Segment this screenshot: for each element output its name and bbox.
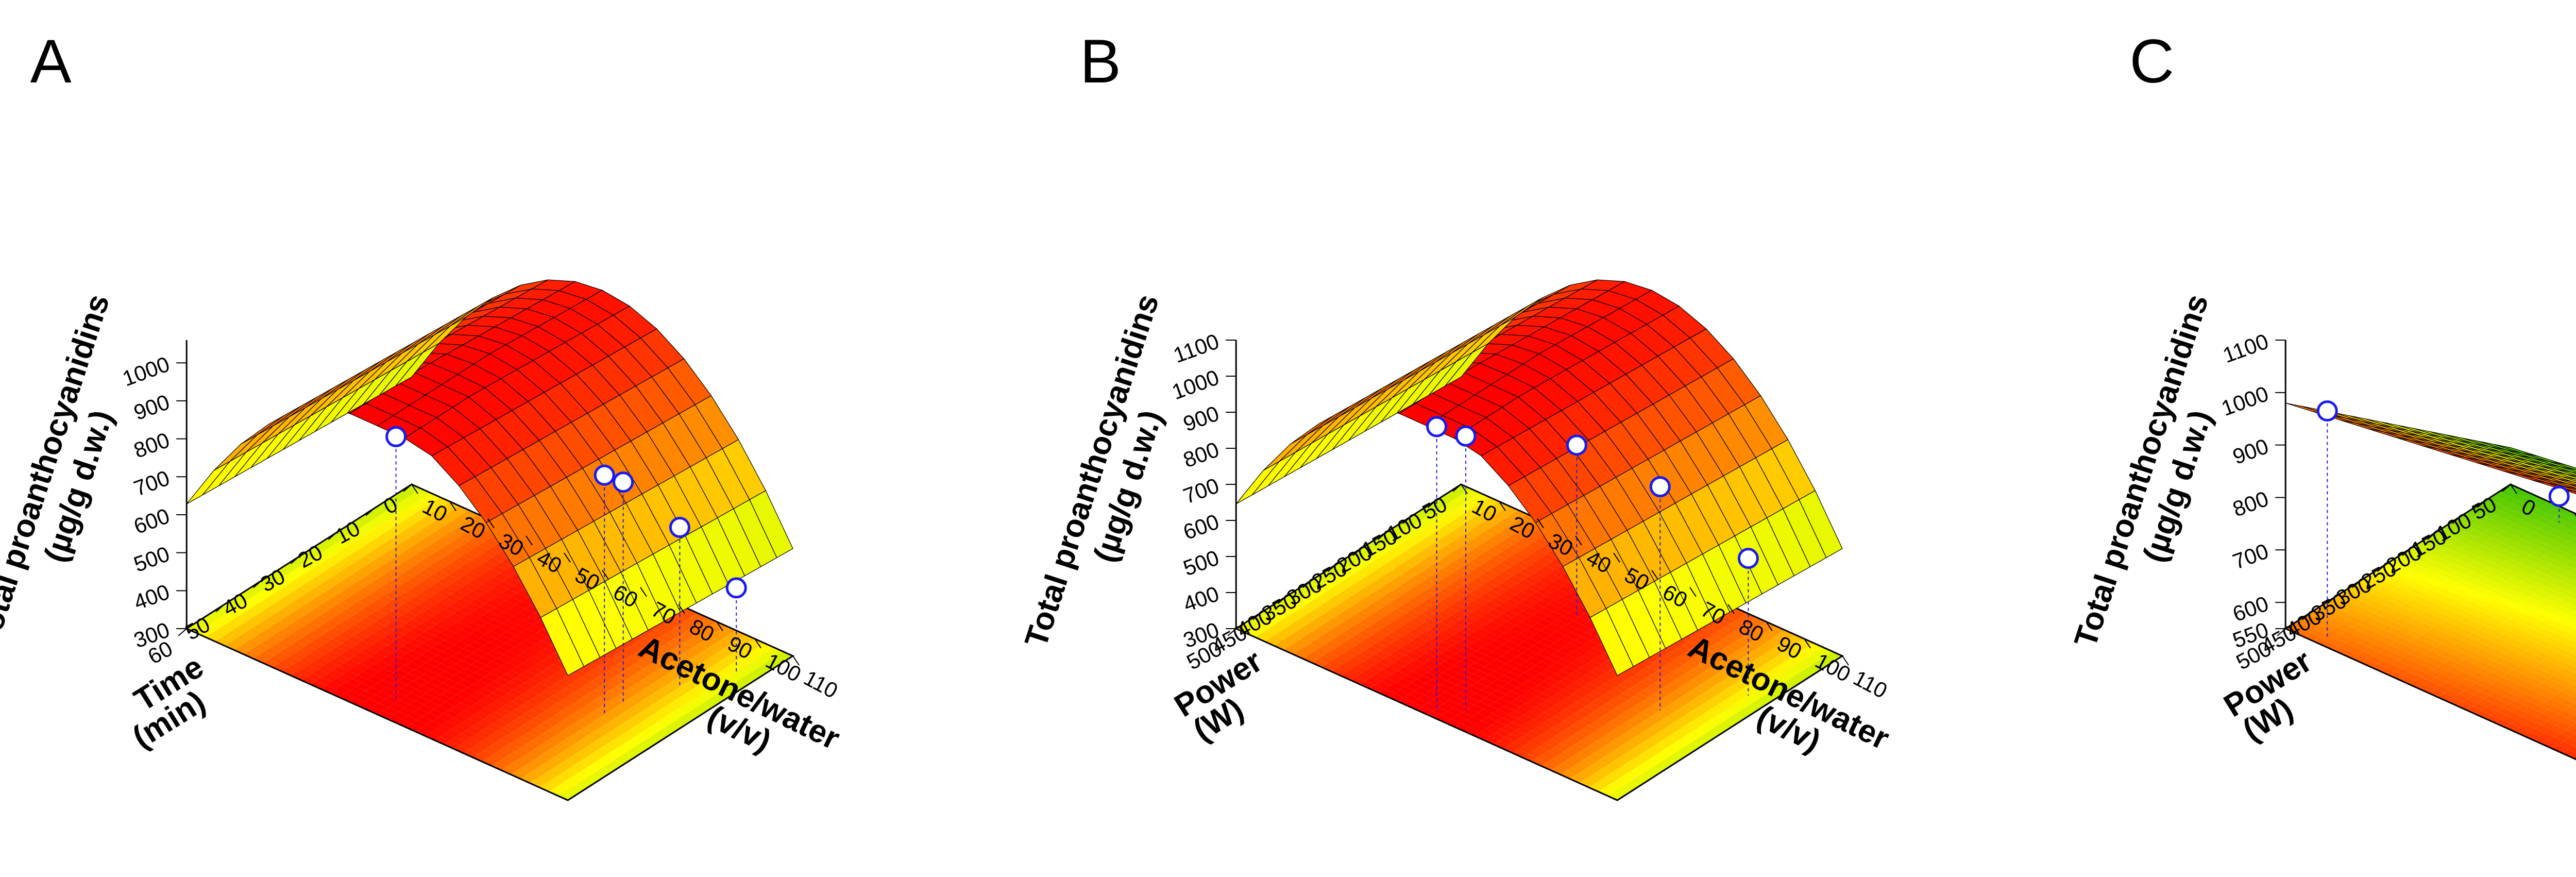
svg-text:110: 110 (1850, 665, 1891, 703)
figure-row: A 30040050060070080090010001020304050607… (0, 0, 2576, 877)
svg-text:1000: 1000 (119, 352, 173, 391)
panel-b-label: B (1080, 26, 1121, 97)
svg-text:1000: 1000 (1168, 365, 1222, 404)
svg-text:110: 110 (800, 665, 841, 703)
svg-text:700: 700 (1180, 473, 1222, 508)
svg-text:900: 900 (130, 390, 173, 425)
z-ticks: 3004005006007008009001000 (119, 352, 187, 653)
svg-text:800: 800 (130, 428, 173, 463)
panel-a-label: A (30, 26, 72, 97)
svg-text:400: 400 (1180, 581, 1222, 616)
panel-a-svg: 3004005006007008009001000102030405060708… (123, 113, 947, 783)
z-ticks: 30040050060070080090010001100 (1168, 329, 1236, 652)
svg-text:500: 500 (1180, 545, 1222, 580)
panel-c: C 55060070080090010001100010203040506050… (2119, 21, 2576, 845)
z-ticks: 55060070080090010001100 (2218, 329, 2286, 652)
panel-a: A 30040050060070080090010001020304050607… (20, 21, 1050, 845)
panel-b: B 30040050060070080090010001100102030405… (1070, 21, 2100, 845)
panel-b-plot: 3004005006007008009001000110010203040506… (1173, 113, 1997, 783)
svg-text:600: 600 (130, 503, 173, 538)
svg-text:500: 500 (130, 542, 173, 577)
svg-text:700: 700 (130, 466, 173, 501)
svg-text:400: 400 (130, 580, 173, 615)
svg-text:900: 900 (1180, 401, 1222, 436)
svg-text:800: 800 (1180, 437, 1222, 472)
panel-a-plot: 3004005006007008009001000102030405060708… (123, 113, 947, 783)
panel-b-svg: 3004005006007008009001000110010203040506… (1173, 113, 1997, 783)
panel-c-label: C (2129, 26, 2174, 97)
svg-text:600: 600 (1180, 509, 1222, 544)
panel-c-plot: 5506007008009001000110001020304050605010… (2222, 113, 2576, 783)
svg-text:1100: 1100 (1170, 329, 1222, 367)
panel-c-svg: 5506007008009001000110001020304050605010… (2222, 113, 2576, 783)
